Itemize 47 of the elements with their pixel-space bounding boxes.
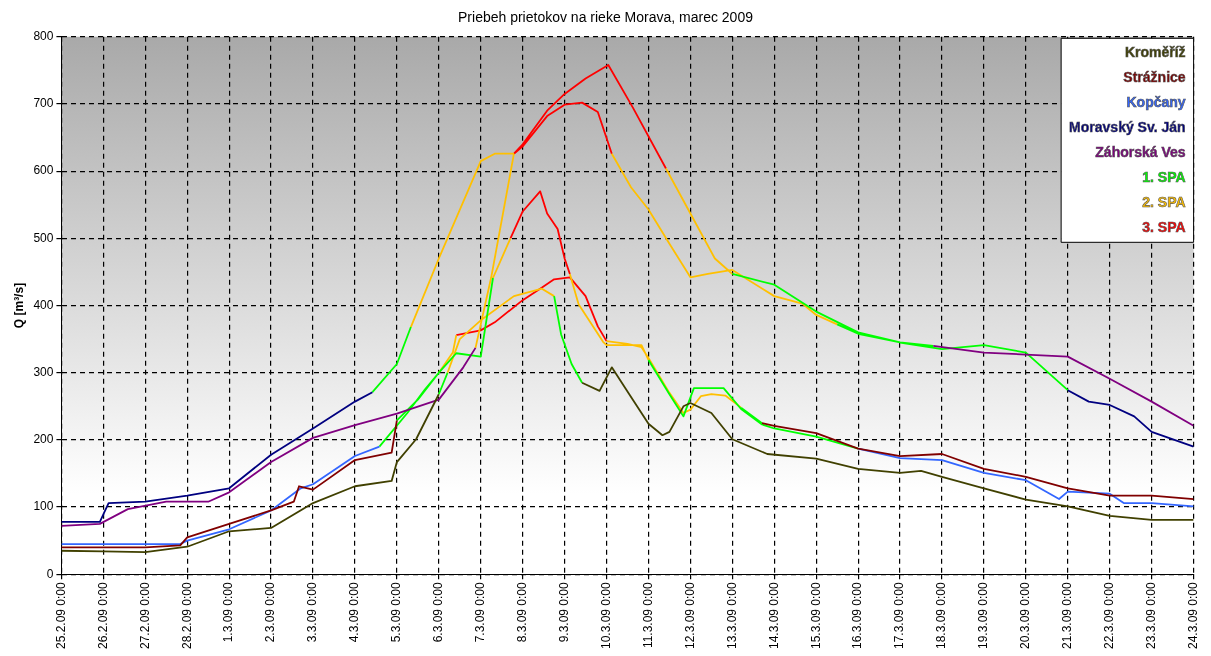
x-tick-label: 18.3.09 0:00 [934,581,949,650]
x-tick-label: 23.3.09 0:00 [1143,581,1158,650]
x-tick-label: 13.3.09 0:00 [724,581,739,650]
x-tick-label: 10.3.09 0:00 [598,581,613,650]
x-tick-label: 2.3.09 0:00 [263,581,278,643]
text: Kroměříž [1124,43,1186,60]
x-tick-label: 17.3.09 0:00 [892,581,907,650]
y-tick-label: 600 [33,163,54,178]
x-tick-label: 12.3.09 0:00 [682,581,697,650]
x-tick-label: 7.3.09 0:00 [473,581,488,643]
x-tick-label: 5.3.09 0:00 [389,581,404,643]
text: 1. SPA [1142,168,1186,185]
x-tick-label: 22.3.09 0:00 [1102,581,1117,650]
x-tick-label: 26.2.09 0:00 [95,581,110,650]
x-tick-label: 16.3.09 0:00 [850,581,865,650]
y-axis-title: Q [m³/s] [11,282,26,329]
x-tick-label: 4.3.09 0:00 [347,581,362,643]
x-tick-label: 19.3.09 0:00 [976,581,991,650]
x-tick-label: 9.3.09 0:00 [556,581,571,643]
y-tick-label: 800 [33,29,54,44]
x-tick-label: 24.3.09 0:00 [1185,581,1200,650]
y-tick-label: 100 [33,499,54,514]
text: 2. SPA [1142,193,1186,210]
x-tick-label: 11.3.09 0:00 [640,581,655,649]
text: 3. SPA [1142,218,1186,235]
text: Kopčany [1126,93,1186,110]
text: Záhorská Ves [1095,143,1186,160]
x-tick-label: 6.3.09 0:00 [431,581,446,643]
x-tick-label: 20.3.09 0:00 [1018,581,1033,650]
text: Strážnice [1123,68,1186,85]
y-tick-label: 300 [33,365,54,380]
y-tick-label: 700 [33,96,54,111]
x-tick-label: 14.3.09 0:00 [766,581,781,650]
x-tick-label: 1.3.09 0:00 [221,581,236,643]
x-tick-label: 25.2.09 0:00 [53,581,68,650]
y-tick-label: 200 [33,432,54,447]
x-tick-label: 28.2.09 0:00 [179,581,194,650]
x-tick-label: 21.3.09 0:00 [1060,581,1075,650]
y-tick-label: 0 [46,566,54,581]
x-tick-label: 15.3.09 0:00 [808,581,823,650]
y-tick-label: 500 [33,230,54,245]
y-tick-label: 400 [33,297,54,312]
x-tick-label: 8.3.09 0:00 [514,581,529,643]
chart-title: Priebeh prietokov na rieke Morava, marec 2009 [458,9,754,26]
x-tick-label: 3.3.09 0:00 [305,581,320,643]
x-tick-label: 27.2.09 0:00 [137,581,152,650]
text: Moravský Sv. Ján [1069,118,1186,135]
